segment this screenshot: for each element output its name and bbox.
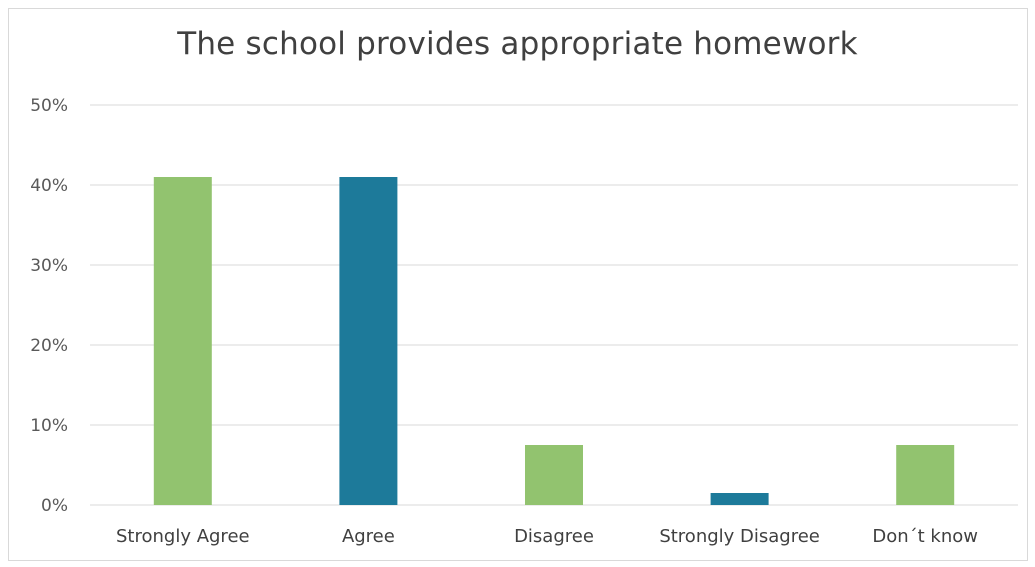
x-category-label: Don´t know [872, 526, 978, 547]
bars [153, 177, 955, 505]
chart-title: The school provides appropriate homework [177, 26, 858, 62]
y-tick-label: 0% [41, 496, 68, 516]
x-axis-category-labels: Strongly Agree Agree Disagree Strongly Disa… [116, 526, 978, 547]
x-category-label: Strongly Agree [116, 526, 250, 547]
gridlines [90, 104, 1018, 506]
y-tick-label: 20% [30, 336, 68, 356]
y-axis-tick-labels: 0% 10% 20% 30% 40% 50% [30, 96, 68, 516]
bar-strongly-disagree [710, 493, 769, 505]
bar-agree [339, 177, 398, 505]
bar-don-t-know [896, 445, 955, 505]
x-category-label: Disagree [514, 526, 594, 547]
y-tick-label: 30% [30, 256, 68, 276]
y-tick-label: 10% [30, 416, 68, 436]
y-tick-label: 40% [30, 176, 68, 196]
bar-strongly-agree [153, 177, 212, 505]
bar-disagree [525, 445, 583, 505]
x-category-label: Strongly Disagree [659, 526, 820, 547]
x-category-label: Agree [342, 526, 395, 547]
y-tick-label: 50% [30, 96, 68, 116]
